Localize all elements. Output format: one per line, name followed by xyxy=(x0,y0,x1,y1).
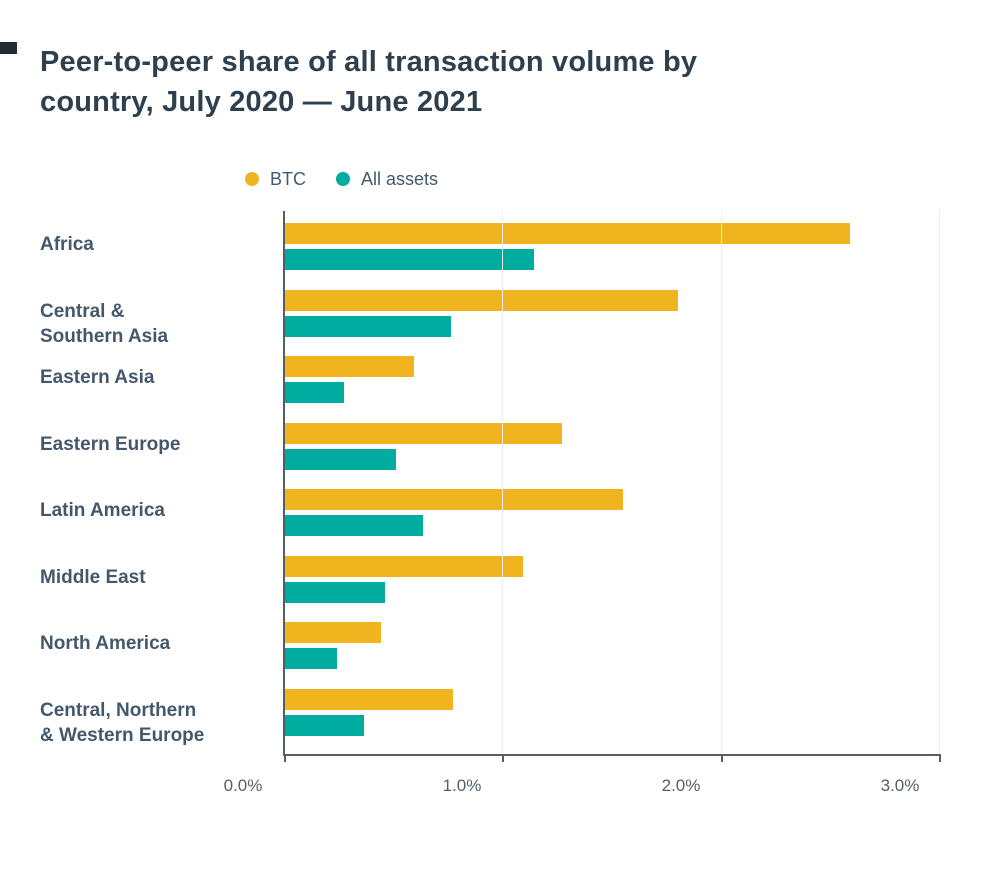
category-label: Central & Southern Asia xyxy=(40,300,169,347)
gridline xyxy=(720,211,722,754)
legend-item-all-assets: All assets xyxy=(336,169,438,190)
gridline xyxy=(502,211,504,754)
category-label: Eastern Europe xyxy=(40,433,181,455)
bar-group xyxy=(285,223,940,290)
bar-btc xyxy=(285,489,624,510)
x-tick-label: 2.0% xyxy=(661,776,701,795)
crop-artifact xyxy=(0,42,17,54)
category-label: Middle East xyxy=(40,566,146,588)
legend-label-all-assets: All assets xyxy=(361,168,439,189)
bar-btc xyxy=(285,223,851,244)
category-label: North America xyxy=(40,633,171,654)
bar-group xyxy=(285,622,940,689)
all-assets-legend-dot-icon xyxy=(336,172,350,186)
category-label: Central, Northern & Western Europe xyxy=(40,699,205,746)
x-tick-label: 1.0% xyxy=(442,776,482,795)
category-label: Latin America xyxy=(40,500,165,521)
bar-btc xyxy=(285,356,414,377)
category-label: Africa xyxy=(40,234,94,255)
btc-legend-dot-icon xyxy=(245,172,259,186)
bar-all-assets xyxy=(285,515,423,536)
legend-item-btc: BTC xyxy=(245,169,306,190)
bar-all-assets xyxy=(285,448,397,470)
bar-btc xyxy=(285,422,563,444)
bar-all-assets xyxy=(285,315,451,337)
bar-btc xyxy=(285,688,454,710)
x-tick xyxy=(502,754,505,762)
x-tick xyxy=(284,754,286,762)
bar-btc xyxy=(285,555,523,577)
x-tick-label: 0.0% xyxy=(223,776,263,795)
bar-all-assets xyxy=(285,249,534,270)
bar-btc xyxy=(285,289,678,311)
bar-group xyxy=(285,688,940,756)
bar-group xyxy=(285,555,940,623)
category-label: Eastern Asia xyxy=(40,367,155,388)
bar-group xyxy=(285,422,940,490)
category-labels: Africa Central & Southern Asia Eastern Asi… xyxy=(40,211,283,755)
bar-group xyxy=(285,489,940,556)
bar-btc xyxy=(285,622,382,643)
bar-all-assets xyxy=(285,581,386,603)
x-tick-label: 3.0% xyxy=(880,776,920,795)
bar-rows xyxy=(285,211,940,755)
plot-area xyxy=(283,211,941,762)
bar-all-assets xyxy=(285,382,344,403)
page-title: Peer-to-peer share of all transaction vo… xyxy=(40,46,698,118)
bar-group xyxy=(285,289,940,357)
gridline xyxy=(939,211,940,754)
x-tick xyxy=(720,754,723,762)
x-axis: 0.0% 1.0% 2.0% 3.0% xyxy=(224,756,920,796)
bar-all-assets xyxy=(285,714,364,736)
x-tick xyxy=(939,754,941,762)
bar-chart: Africa Central & Southern Asia Eastern Asi… xyxy=(40,211,943,762)
legend: BTC All assets xyxy=(245,168,1000,190)
bar-group xyxy=(285,356,940,423)
bar-all-assets xyxy=(285,648,338,669)
legend-label-btc: BTC xyxy=(270,168,306,189)
